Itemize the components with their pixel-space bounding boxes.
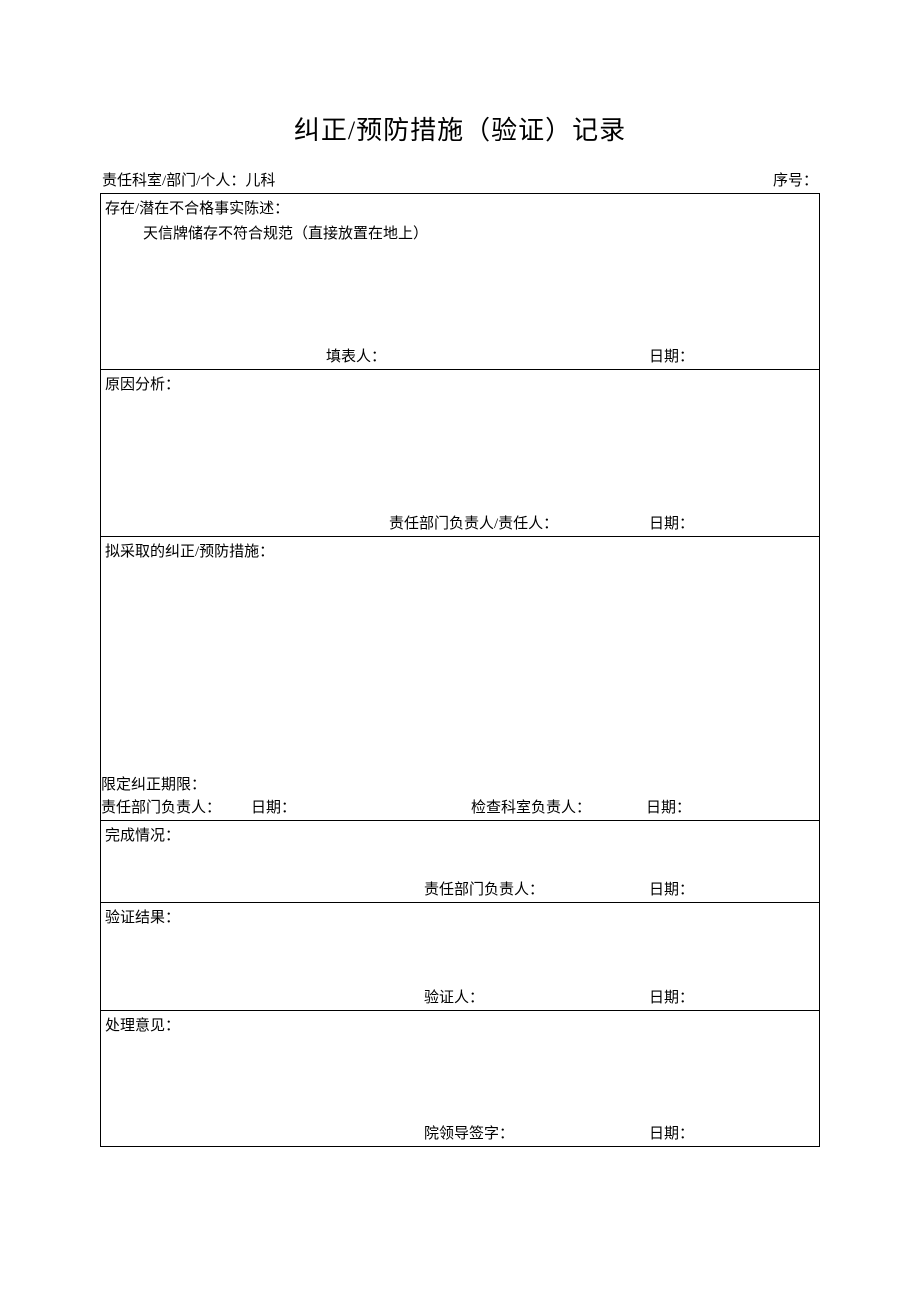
measures-date1-label: 日期： <box>251 796 471 817</box>
cause-label: 原因分析： <box>105 373 815 394</box>
completion-person-label: 责任部门负责人： <box>424 878 649 899</box>
completion-footer: 责任部门负责人： 日期： <box>101 878 819 899</box>
measures-person2-label: 检查科室负责人： <box>471 796 646 817</box>
nonconformity-label: 存在/潜在不合格事实陈述： <box>105 197 815 218</box>
measures-person1-label: 责任部门负责人： <box>101 796 251 817</box>
completion-label: 完成情况： <box>105 824 815 845</box>
verification-person-label: 验证人： <box>424 986 649 1007</box>
section-measures: 拟采取的纠正/预防措施： 限定纠正期限： 责任部门负责人： 日期： 检查科室负责… <box>101 537 820 821</box>
deadline-row: 限定纠正期限： <box>101 773 819 794</box>
opinion-footer: 院领导签字： 日期： <box>101 1122 819 1143</box>
filler-label: 填表人： <box>326 345 386 366</box>
section-verification: 验证结果： 验证人： 日期： <box>101 903 820 1011</box>
opinion-person-label: 院领导签字： <box>424 1122 649 1143</box>
measures-label: 拟采取的纠正/预防措施： <box>105 540 815 561</box>
measures-footer: 责任部门负责人： 日期： 检查科室负责人： 日期： <box>101 796 819 817</box>
dept-label: 责任科室/部门/个人： <box>102 173 245 189</box>
opinion-date-label: 日期： <box>649 1122 819 1143</box>
measures-date2-label: 日期： <box>646 796 691 817</box>
dept-field: 责任科室/部门/个人：儿科 <box>102 169 275 190</box>
section-nonconformity: 存在/潜在不合格事实陈述： 天信牌储存不符合规范（直接放置在地上） 填表人： 日… <box>101 194 820 370</box>
section-completion: 完成情况： 责任部门负责人： 日期： <box>101 821 820 903</box>
section-cause: 原因分析： 责任部门负责人/责任人： 日期： <box>101 370 820 537</box>
verification-label: 验证结果： <box>105 906 815 927</box>
form-table: 存在/潜在不合格事实陈述： 天信牌储存不符合规范（直接放置在地上） 填表人： 日… <box>100 193 820 1147</box>
serial-label: 序号： <box>773 169 818 190</box>
nonconformity-date-label: 日期： <box>649 345 819 366</box>
deadline-label: 限定纠正期限： <box>101 773 206 794</box>
nonconformity-content: 天信牌储存不符合规范（直接放置在地上） <box>105 218 815 243</box>
cause-date-label: 日期： <box>649 512 819 533</box>
dept-value: 儿科 <box>245 173 275 189</box>
verification-date-label: 日期： <box>649 986 819 1007</box>
opinion-label: 处理意见： <box>105 1014 815 1035</box>
section-opinion: 处理意见： 院领导签字： 日期： <box>101 1011 820 1147</box>
cause-person-label: 责任部门负责人/责任人： <box>389 512 649 533</box>
nonconformity-footer: 填表人： 日期： <box>101 345 819 366</box>
cause-footer: 责任部门负责人/责任人： 日期： <box>101 512 819 533</box>
completion-date-label: 日期： <box>649 878 819 899</box>
header-row: 责任科室/部门/个人：儿科 序号： <box>100 169 820 190</box>
verification-footer: 验证人： 日期： <box>101 986 819 1007</box>
page-title: 纠正/预防措施（验证）记录 <box>100 110 820 147</box>
